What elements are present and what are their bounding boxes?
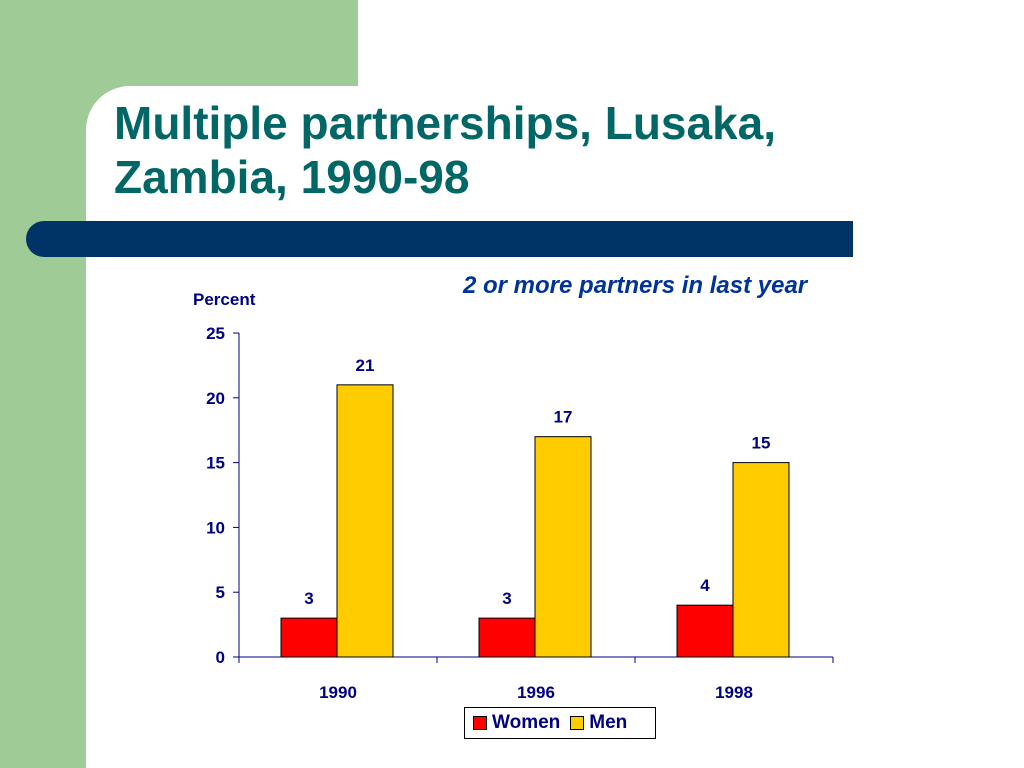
- chart-subtitle: 2 or more partners in last year: [463, 272, 808, 299]
- data-label-men-1998: 15: [752, 434, 771, 453]
- legend-swatch-men: [570, 716, 585, 730]
- y-axis-label: Percent: [193, 290, 256, 309]
- data-label-women-1998: 4: [700, 576, 710, 595]
- legend-item-men: Men: [570, 712, 627, 734]
- x-category-label-1998: 1998: [715, 683, 753, 702]
- slide-title: Multiple partnerships, Lusaka, Zambia, 1…: [114, 96, 914, 204]
- title-divider-bar: [26, 221, 853, 257]
- y-tick-label-15: 15: [206, 454, 225, 473]
- slide-title-line-1: Multiple partnerships, Lusaka,: [114, 97, 777, 149]
- data-label-men-1996: 17: [554, 408, 573, 427]
- x-category-label-1996: 1996: [517, 683, 555, 702]
- legend-item-women: Women: [473, 712, 560, 734]
- x-category-label-1990: 1990: [319, 683, 357, 702]
- bar-women-1990: [280, 617, 338, 658]
- chart-legend: Women Men: [464, 707, 656, 739]
- legend-label-men: Men: [589, 712, 628, 733]
- legend-swatch-women: [473, 716, 487, 730]
- y-tick-label-0: 0: [216, 648, 225, 667]
- bar-men-1996: [534, 436, 592, 658]
- bar-women-1996: [478, 617, 536, 658]
- y-tick-label-20: 20: [206, 389, 225, 408]
- bar-women-1998: [676, 604, 734, 658]
- data-label-men-1990: 21: [356, 356, 375, 375]
- y-tick-label-25: 25: [206, 324, 225, 343]
- data-label-women-1996: 3: [502, 589, 511, 608]
- data-label-women-1990: 3: [304, 589, 313, 608]
- y-tick-label-5: 5: [216, 583, 225, 602]
- bar-men-1990: [336, 384, 394, 658]
- y-tick-label-10: 10: [206, 518, 225, 537]
- bar-men-1998: [732, 462, 790, 658]
- slide-title-line-2: Zambia, 1990-98: [114, 151, 470, 203]
- legend-label-women: Women: [492, 712, 561, 733]
